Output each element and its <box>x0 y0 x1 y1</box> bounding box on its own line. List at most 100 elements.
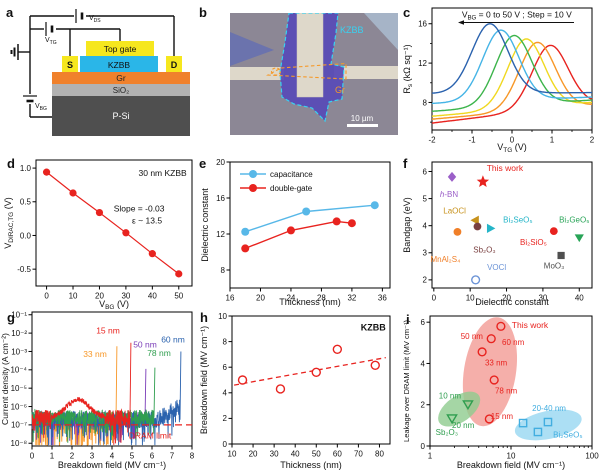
x-tick-label: 10 <box>228 450 237 459</box>
x-tick-label: 20 <box>95 292 104 301</box>
dirac-point <box>42 168 51 176</box>
annotation: 60 nm <box>502 338 525 347</box>
plot-frame <box>431 161 593 289</box>
panel-letter-e: e <box>199 156 206 171</box>
breakdown-point <box>237 375 248 385</box>
x-tick-label: 0 <box>44 292 49 301</box>
x-tick-label: 20 <box>256 294 265 303</box>
x-tick-label: 2 <box>590 136 595 145</box>
electrode-left <box>230 67 284 80</box>
x-tick-label: -1 <box>468 136 476 145</box>
region-bi2seo5 <box>514 409 582 441</box>
x-tick-label: 24 <box>286 294 295 303</box>
rs-curve-vbg-50 <box>431 23 592 94</box>
material-marker <box>453 228 462 236</box>
annotation: 30 nm KZBB <box>139 168 188 178</box>
y-tick-label: 10⁻⁴ <box>10 366 27 375</box>
plot-frame <box>229 161 391 289</box>
x-tick-label: 20 <box>502 294 511 303</box>
trend-line <box>233 356 386 386</box>
annotation: 33 nm <box>485 358 508 367</box>
panel-letter-b: b <box>199 5 207 20</box>
dirac-point <box>148 250 156 258</box>
point-15 nm <box>484 414 494 424</box>
y-tick-label: 4 <box>223 389 228 398</box>
sweep-arrow-head <box>458 20 464 25</box>
x-axis-label: Thickness (nm) <box>279 297 341 307</box>
material-tag: KZBB <box>361 323 386 333</box>
trace-label: 60 nm <box>161 334 185 344</box>
layer-graphene <box>52 72 190 84</box>
panel-i-leakage-chart: i 1 10 100 0 2 4 6 Breakdown field (MV cm⁻¹) Leak… <box>402 312 599 470</box>
x-tick-label: 60 <box>333 450 342 459</box>
scale-bar <box>347 124 378 127</box>
material-label: Bi₂SiO₅ <box>520 238 547 247</box>
annotation: Sb₂O₃ <box>436 428 458 437</box>
panel-letter-f: f <box>403 156 408 171</box>
legend-marker <box>249 170 257 178</box>
micrograph-image: KZBB Gr 10 µm <box>230 13 398 135</box>
material-marker <box>471 275 481 285</box>
y-tick-label: 0 <box>223 440 228 449</box>
rs-curve-vbg-30 <box>431 34 592 112</box>
annotation: Bi₂SeO₅ <box>553 431 582 440</box>
gr-outline-loop <box>270 67 282 76</box>
layer-oxide <box>52 84 190 96</box>
electrode-vertical <box>296 13 324 98</box>
annotation: 15 nm <box>491 412 514 421</box>
annotation: 78 nm <box>495 387 518 396</box>
y-axis-label: Leakage over DRAM limit (MV cm⁻¹) <box>402 320 411 442</box>
point-33 nm <box>477 347 487 357</box>
series-line-capacitance <box>244 204 375 233</box>
rs-curve-vbg-40 <box>431 29 593 105</box>
trace-label: 78 nm <box>147 348 171 358</box>
plot-frame <box>35 159 193 287</box>
y-tick-label: 8 <box>423 98 428 107</box>
x-tick-label: 16 <box>226 294 235 303</box>
y-tick-label: 10⁻⁶ <box>11 402 27 411</box>
x-tick-label: 1 <box>50 452 55 461</box>
y-tick-label: 8 <box>221 266 226 275</box>
label-kzbb-flake: KZBB <box>340 25 364 35</box>
y-tick-label: 3 <box>423 249 428 258</box>
dram-limit-label: DRAM limit <box>129 431 172 441</box>
label-source: S <box>67 60 73 70</box>
label-substrate: P-Si <box>112 111 129 121</box>
x-tick-label: 10 <box>69 292 78 301</box>
label-vbg: VBG <box>35 103 47 112</box>
material-marker <box>470 215 479 225</box>
rs-curve-vbg-10 <box>431 41 593 120</box>
annotation: 20-40 nm <box>532 404 566 413</box>
breakdown-point <box>370 360 380 370</box>
x-tick-label: 4 <box>110 452 115 461</box>
label-vtg: VTG <box>45 37 57 46</box>
annotation: 20 nm <box>452 421 475 430</box>
y-axis-label: Rs (kΩ sq⁻¹) <box>402 44 414 93</box>
x-tick-label: 0 <box>432 294 437 303</box>
y-tick-label: 10⁻³ <box>11 347 27 356</box>
material-label: h-BN <box>440 190 458 199</box>
series-point-double-gate <box>286 226 295 235</box>
x-tick-label: 28 <box>317 294 326 303</box>
legend-label-capacitance: capacitance <box>270 170 313 179</box>
point-50 nm <box>486 334 496 344</box>
x-tick-label: 40 <box>575 294 584 303</box>
y-tick-label: 16 <box>216 194 225 203</box>
x-tick-label: 32 <box>347 294 356 303</box>
panel-g-breakdown-traces-chart: g 0 1 2 3 4 5 6 7 8 10⁻¹ 10⁻² 10⁻³ 10⁻⁴ 10⁻⁵ 10⁻⁶ 10⁻⁷ 10… <box>0 310 195 470</box>
thin-flake <box>230 32 274 66</box>
material-label: MoO₃ <box>544 261 565 270</box>
y-tick-label: 12 <box>418 59 427 68</box>
material-label: Bi₂GeO₅ <box>559 215 589 224</box>
y-tick-label: 10 <box>218 312 227 321</box>
x-tick-label: -2 <box>428 136 436 145</box>
source-contact <box>62 56 78 72</box>
y-tick-label: 6 <box>423 167 428 176</box>
sweep-annotation: VBG = 0 to 50 V ; Step = 10 V <box>462 10 572 22</box>
x-tick-label: 3 <box>90 452 95 461</box>
point-60 nm <box>496 321 506 331</box>
y-tick-label: 0.0 <box>20 231 32 240</box>
material-label: LaOCl <box>443 206 466 215</box>
point-10 nm <box>462 400 474 411</box>
